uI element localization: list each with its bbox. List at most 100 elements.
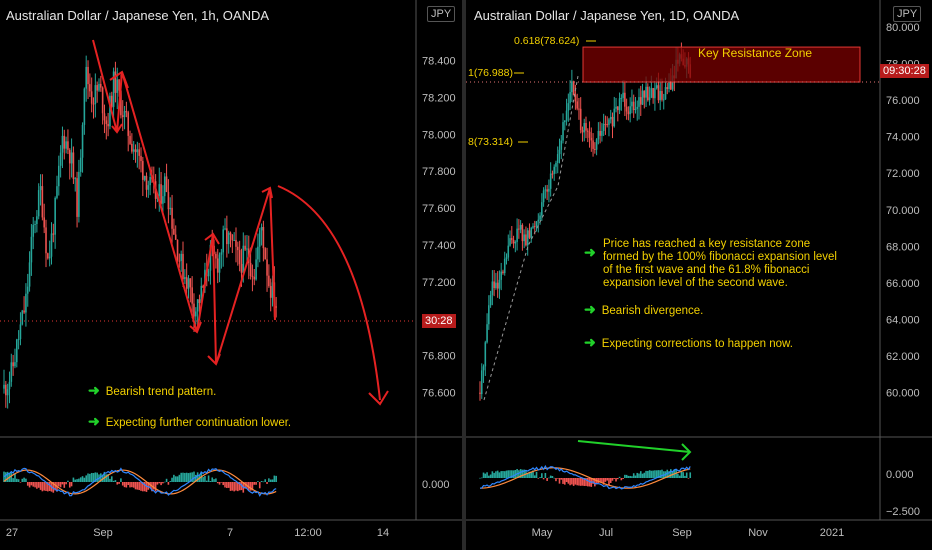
wave-arrowhead <box>109 70 129 89</box>
macd-histogram-bar <box>74 479 77 482</box>
candle-body <box>528 230 531 238</box>
macd-histogram-bar <box>5 472 7 482</box>
candle-body <box>162 196 164 204</box>
candle-body <box>101 87 104 114</box>
candle-body <box>255 259 257 280</box>
candle-body <box>594 148 596 150</box>
x-tick-label: 7 <box>227 527 233 539</box>
candle-body <box>184 277 186 280</box>
macd-histogram-bar <box>551 476 554 478</box>
y-tick-label: 80.000 <box>886 22 920 34</box>
wave-arrowhead <box>189 321 202 334</box>
candle-body <box>251 275 254 277</box>
macd-histogram-bar <box>253 482 256 485</box>
candle-body <box>209 244 212 271</box>
macd-histogram-bar <box>495 471 497 478</box>
candle-body <box>578 108 580 110</box>
x-tick-label: 12:00 <box>294 527 322 539</box>
macd-histogram-bar <box>599 478 601 483</box>
macd-histogram-bar <box>541 473 543 478</box>
candle-body <box>3 384 5 389</box>
candle-body <box>37 190 40 217</box>
macd-histogram-bar <box>618 476 621 478</box>
candle-body <box>486 324 488 343</box>
macd-histogram-bar <box>601 478 603 483</box>
candle-body <box>495 282 497 288</box>
macd-histogram-bar <box>588 478 591 487</box>
candle-body <box>74 178 77 180</box>
fib-level-0618: 0.618(78.624) <box>514 35 580 47</box>
macd-histogram-bar <box>138 482 140 491</box>
candle-body <box>231 234 234 241</box>
candle-body <box>211 244 214 246</box>
macd-histogram-bar <box>528 471 531 478</box>
macd-histogram-bar <box>116 482 119 485</box>
macd-histogram-bar <box>625 474 628 478</box>
macd-histogram-bar <box>231 482 234 491</box>
candle-body <box>668 80 670 90</box>
candle-body <box>125 111 128 113</box>
candle-body <box>641 90 644 105</box>
candle-body <box>68 149 71 164</box>
macd-histogram-bar <box>680 471 683 478</box>
macd-histogram-bar <box>101 474 104 482</box>
right-currency-button[interactable]: JPY <box>893 6 922 22</box>
candle-body <box>189 278 192 288</box>
left-chart-svg[interactable]: 76.60076.80077.00077.20077.40077.60077.8… <box>0 0 462 550</box>
macd-histogram-bar <box>70 482 73 487</box>
candle-body <box>78 171 80 217</box>
candle-body <box>138 149 140 156</box>
macd-histogram-bar <box>205 480 208 482</box>
candle-body <box>227 232 230 245</box>
left-price-tag: 30:28 <box>422 314 456 328</box>
candle-body <box>15 339 18 363</box>
green-arrow-icon: ➜ <box>88 413 100 429</box>
right-chart-title: Australian Dollar / Japanese Yen, 1D, OA… <box>474 8 740 23</box>
candle-body <box>25 293 27 313</box>
candle-body <box>5 384 7 396</box>
macd-histogram-bar <box>556 478 559 479</box>
candle-body <box>275 306 277 308</box>
candle-body <box>28 262 31 287</box>
candle-body <box>182 253 184 280</box>
candle-body <box>116 79 119 93</box>
macd-histogram-bar <box>682 472 684 478</box>
candle-body <box>98 83 100 91</box>
macd-histogram-bar <box>48 482 51 491</box>
candle-body <box>121 115 124 118</box>
macd-histogram-bar <box>562 478 564 484</box>
macd-histogram-bar <box>546 478 548 481</box>
green-arrow-icon: ➜ <box>584 334 596 350</box>
left-currency-button[interactable]: JPY <box>427 6 456 22</box>
candle-body <box>533 226 536 228</box>
macd-histogram-bar <box>154 482 157 492</box>
candle-body <box>576 101 578 109</box>
x-tick-label: 27 <box>6 527 18 539</box>
panel-divider[interactable] <box>462 0 466 550</box>
candle-body <box>132 149 135 152</box>
macd-histogram-bar <box>602 478 605 485</box>
candle-body <box>525 234 527 246</box>
candle-body <box>662 99 665 101</box>
candle-body <box>109 95 111 127</box>
candle-body <box>131 143 133 152</box>
macd-histogram-bar <box>94 472 97 482</box>
candle-body <box>246 248 248 250</box>
macd-histogram-bar <box>684 475 686 478</box>
macd-histogram-bar <box>185 472 188 482</box>
macd-histogram-bar <box>269 479 272 482</box>
macd-histogram-bar <box>87 473 89 482</box>
macd-histogram-bar <box>169 481 172 482</box>
candle-body <box>50 233 53 257</box>
candle-body <box>257 246 259 260</box>
macd-histogram-bar <box>156 482 159 485</box>
candle-body <box>539 215 541 220</box>
macd-histogram-bar <box>125 482 128 488</box>
macd-histogram-bar <box>78 478 80 482</box>
candle-body <box>581 130 584 133</box>
macd-histogram-bar <box>549 475 552 478</box>
right-chart-svg[interactable]: 60.000 62.000 64.000 66.000 68.000 70.000 72.0… <box>466 0 932 550</box>
macd-histogram-bar <box>220 482 223 483</box>
candle-body <box>583 123 586 133</box>
candle-body <box>639 97 642 105</box>
